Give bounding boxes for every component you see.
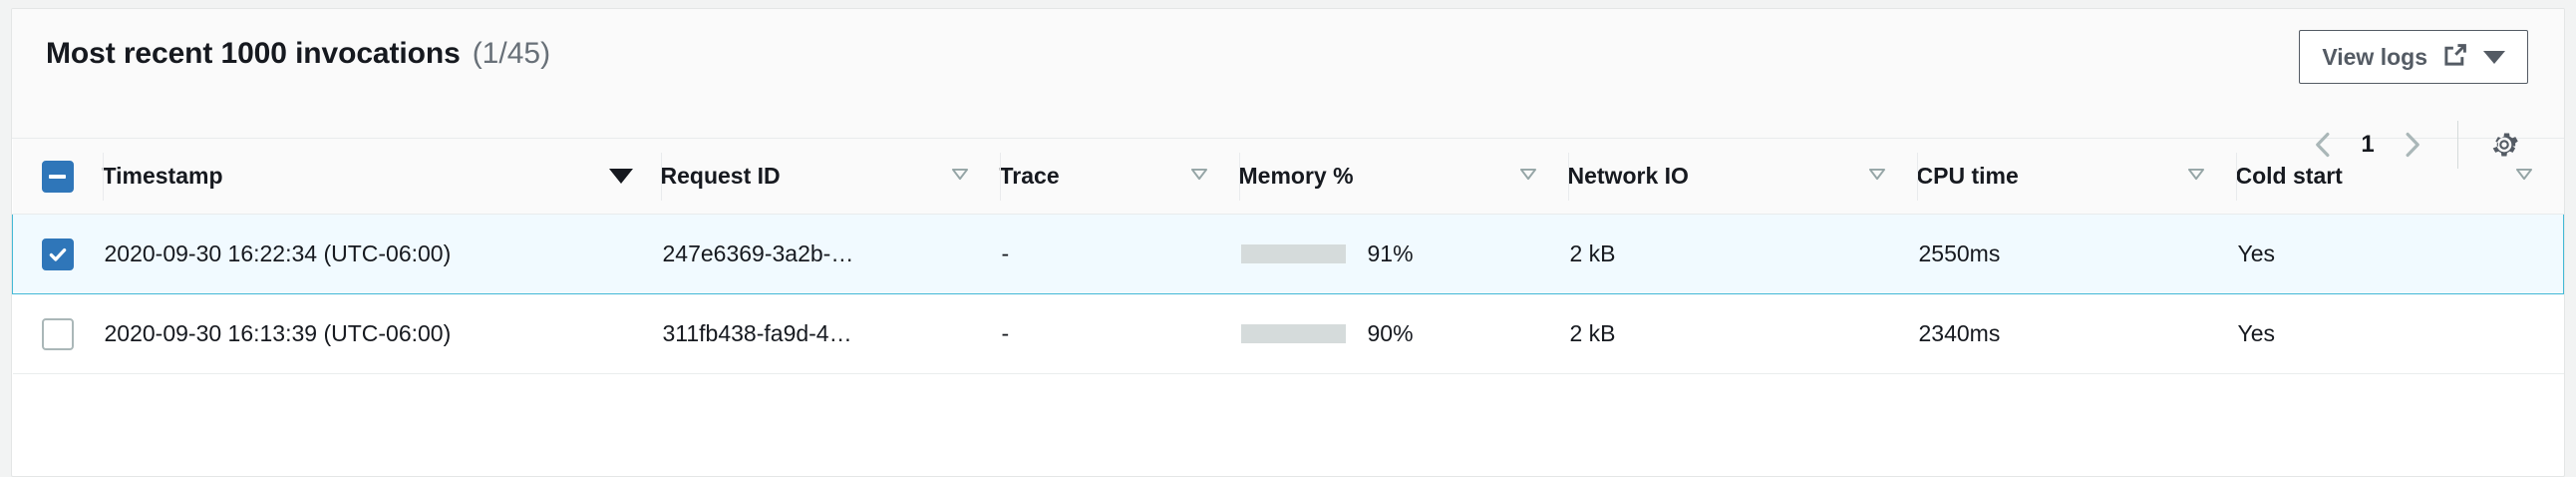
column-header-cpu-time[interactable]: CPU time [1916,139,2236,215]
cell-cpu-time: 2340ms [1916,293,2236,374]
view-logs-label: View logs [2322,43,2427,70]
checkbox-indeterminate-icon [41,160,74,193]
panel-header: Most recent 1000 invocations (1/45) View… [12,9,2564,169]
memory-percent-label: 91% [1367,240,1414,266]
cell-memory: 91% [1238,214,1568,294]
cell-timestamp: 2020-09-30 16:13:39 (UTC-06:00) [102,293,661,374]
cell-network-io: 2 kB [1567,293,1917,374]
panel-title-text: Most recent 1000 invocations [46,37,461,70]
cell-cold-start: Yes [2235,293,2564,374]
memory-progress-bar [1240,324,1346,343]
cell-network-io: 2 kB [1567,214,1917,294]
select-all-header [12,139,103,215]
sort-icon [1865,162,1889,192]
column-header-memory[interactable]: Memory % [1238,139,1568,215]
column-header-timestamp-label: Timestamp [102,163,223,189]
checkbox-checked-icon [42,238,74,270]
table-row[interactable]: 2020-09-30 16:22:34 (UTC-06:00) 247e6369… [12,214,2564,294]
external-link-icon [2442,42,2468,73]
page-title: Most recent 1000 invocations (1/45) [46,37,550,71]
column-header-network-io[interactable]: Network IO [1567,139,1917,215]
cell-trace: - [999,214,1239,294]
column-header-trace-label: Trace [999,163,1060,189]
row-select-cell [12,214,103,294]
column-header-cold-start[interactable]: Cold start [2235,139,2564,215]
sort-icon [2512,162,2536,192]
sort-icon [1187,162,1211,192]
column-header-cold-start-label: Cold start [2235,163,2343,189]
cell-cpu-time: 2550ms [1916,214,2236,294]
row-checkbox[interactable] [13,317,103,350]
row-select-cell [12,293,103,374]
column-header-network-io-label: Network IO [1567,163,1689,189]
column-header-request-id[interactable]: Request ID [660,139,1000,215]
cell-trace: - [999,293,1239,374]
cell-timestamp: 2020-09-30 16:22:34 (UTC-06:00) [102,214,661,294]
cell-memory: 90% [1238,293,1568,374]
cell-cold-start: Yes [2235,214,2564,294]
panel-title-count: (1/45) [472,37,551,70]
table-header-row: Timestamp Request ID [12,139,2564,215]
column-header-cpu-time-label: CPU time [1916,163,2019,189]
cell-request-id: 311fb438-fa9d-4… [660,293,1000,374]
memory-percent-label: 90% [1367,320,1414,346]
invocations-panel: Most recent 1000 invocations (1/45) View… [11,8,2565,477]
column-header-timestamp[interactable]: Timestamp [102,139,661,215]
table-row[interactable]: 2020-09-30 16:13:39 (UTC-06:00) 311fb438… [12,293,2564,374]
table-body: 2020-09-30 16:22:34 (UTC-06:00) 247e6369… [12,214,2564,374]
sort-icon [948,162,972,192]
sort-icon [1516,162,1540,192]
sort-icon [2184,162,2208,192]
column-header-request-id-label: Request ID [660,163,781,189]
select-all-checkbox[interactable] [13,160,103,193]
column-header-memory-label: Memory % [1238,163,1354,189]
cell-request-id: 247e6369-3a2b-… [660,214,1000,294]
row-checkbox[interactable] [14,238,103,270]
column-header-trace[interactable]: Trace [999,139,1239,215]
view-logs-button[interactable]: View logs [2299,30,2528,84]
memory-progress-bar [1240,244,1346,263]
invocations-table: Timestamp Request ID [12,139,2564,374]
sort-descending-icon [608,169,633,184]
chevron-down-icon [2483,50,2505,64]
checkbox-unchecked-icon [41,317,74,350]
